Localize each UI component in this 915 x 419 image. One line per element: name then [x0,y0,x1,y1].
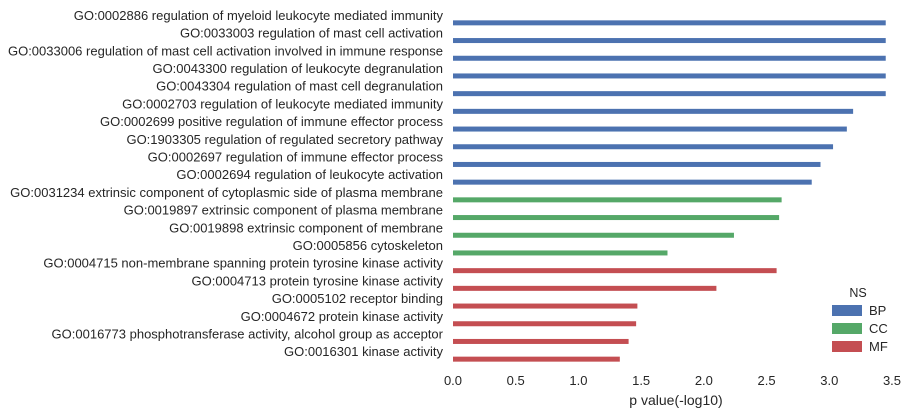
category-label: GO:0002694 regulation of leukocyte activ… [176,167,443,182]
bar-cc [453,197,782,203]
bar-bp [453,179,812,185]
bar-bp [453,161,821,167]
bar-cc [453,232,734,238]
category-label: GO:0033003 regulation of mast cell activ… [180,26,443,41]
legend-swatch-mf [832,341,862,352]
category-label: GO:0005856 cytoskeleton [293,238,443,253]
category-label: GO:0004672 protein kinase activity [241,309,444,324]
bar-mf [453,338,629,344]
category-label: GO:0002703 regulation of leukocyte media… [122,96,443,111]
category-label: GO:0004713 protein tyrosine kinase activ… [192,273,444,288]
category-label: GO:0033006 regulation of mast cell activ… [8,43,443,58]
category-label: GO:0002886 regulation of myeloid leukocy… [74,8,444,23]
x-tick-label: 0.5 [507,373,525,388]
category-label: GO:0005102 receptor binding [272,291,443,306]
x-tick-label: 0.0 [444,373,462,388]
category-label: GO:0016301 kinase activity [284,344,443,359]
bar-mf [453,303,638,309]
x-tick-label: 3.5 [883,373,901,388]
category-label: GO:0016773 phosphotransferase activity, … [52,326,444,341]
bar-cc [453,215,780,221]
bar-mf [453,321,637,327]
x-tick-label: 2.0 [695,373,713,388]
bar-bp [453,38,886,44]
category-label: GO:0031234 extrinsic component of cytopl… [10,185,443,200]
category-label: GO:0002699 positive regulation of immune… [100,114,444,129]
x-tick-label: 2.5 [758,373,776,388]
legend-label-cc: CC [869,321,888,336]
bar-bp [453,126,847,132]
category-label: GO:0002697 regulation of immune effector… [148,149,444,164]
legend-swatch-bp [832,305,862,316]
x-tick-label: 3.0 [820,373,838,388]
bar-mf [453,356,620,362]
legend-label-bp: BP [869,303,886,318]
bar-bp [453,91,886,97]
bar-cc [453,250,668,256]
category-label: GO:0004715 non-membrane spanning protein… [43,256,443,271]
x-tick-label: 1.0 [569,373,587,388]
bar-bp [453,55,886,61]
legend-swatch-cc [832,323,862,334]
bar-mf [453,268,777,274]
x-axis-label: p value(-log10) [629,392,722,408]
bar-mf [453,285,717,291]
bar-bp [453,108,854,114]
bar-bp [453,20,886,26]
category-label: GO:0043300 regulation of leukocyte degra… [152,61,443,76]
x-tick-label: 1.5 [632,373,650,388]
bar-bp [453,73,886,79]
category-label: GO:0019897 extrinsic component of plasma… [124,203,443,218]
category-label: GO:0019898 extrinsic component of membra… [169,220,443,235]
category-label: GO:1903305 regulation of regulated secre… [126,132,443,147]
category-label: GO:0043304 regulation of mast cell degra… [156,79,443,94]
legend-label-mf: MF [869,339,888,354]
bar-bp [453,144,834,150]
legend-title: NS [849,286,866,300]
